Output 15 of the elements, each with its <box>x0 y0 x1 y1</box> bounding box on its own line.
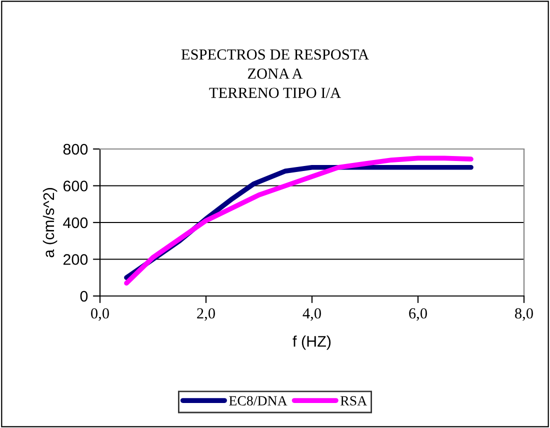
x-tick-label: 0,0 <box>91 308 109 321</box>
y-tick-label: 400 <box>63 217 88 228</box>
x-tick-label: 2,0 <box>197 308 215 321</box>
y-tick-label: 0 <box>80 290 88 302</box>
legend-label: RSA <box>340 396 368 406</box>
legend-label: EC8/DNA <box>229 396 288 406</box>
y-tick-label: 600 <box>63 180 88 192</box>
y-tick-label: 200 <box>63 254 88 265</box>
x-tick-label: 4,0 <box>302 308 321 321</box>
y-tick-label: 800 <box>63 144 88 155</box>
x-tick-label: 6,0 <box>409 308 427 321</box>
x-axis-title: f (HZ) <box>292 336 331 350</box>
chart-title: ESPECTROS DE RESPOSTA ZONA A TERRENO TIPO I/A <box>181 49 369 98</box>
y-axis-title: a (cm/s^2) <box>42 188 58 258</box>
x-tick-label: 8,0 <box>515 308 533 321</box>
